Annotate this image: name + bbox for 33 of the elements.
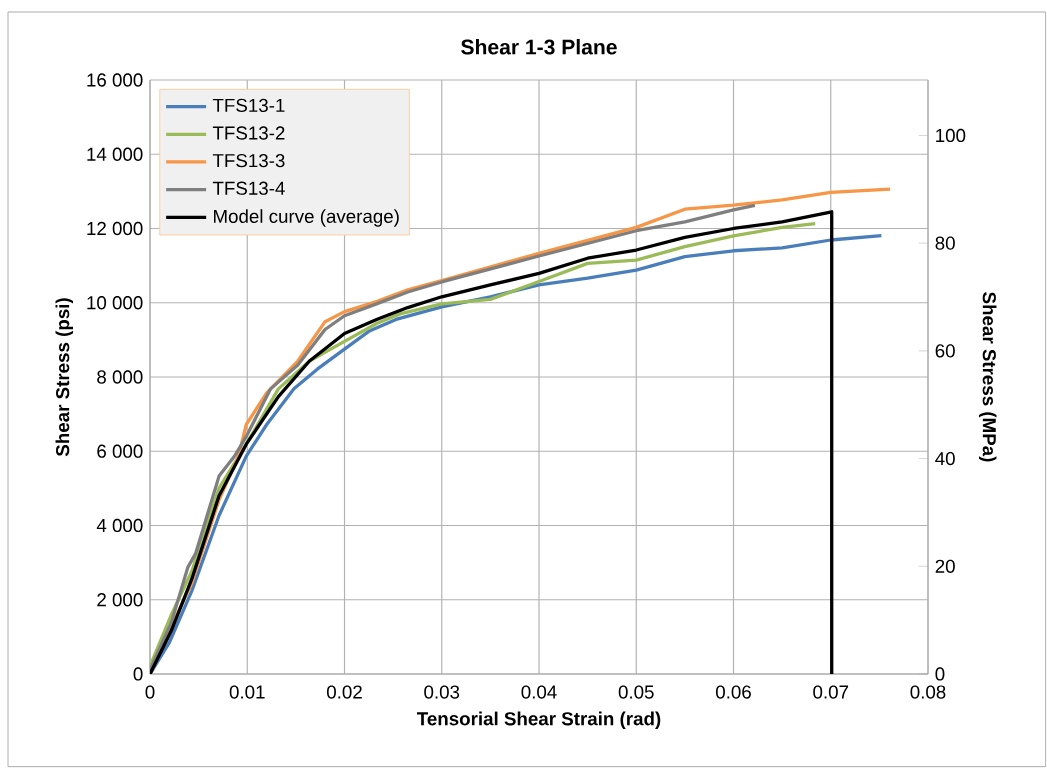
- chart-title: Shear 1-3 Plane: [461, 39, 617, 55]
- y2-tick-label: 80: [935, 236, 955, 250]
- legend-label: TFS13-2: [212, 126, 285, 140]
- x-tick-label: 0.06: [716, 685, 751, 699]
- x-tick-label: 0.01: [229, 685, 265, 699]
- x-tick-label: 0.02: [327, 685, 362, 699]
- y2-tick-label: 40: [935, 451, 955, 466]
- y-tick-label: 10 000: [87, 296, 143, 310]
- x-tick-label: 0.05: [618, 685, 654, 699]
- x-tick-label: 0.08: [910, 685, 946, 699]
- y-tick-label: 2 000: [97, 593, 143, 607]
- y-axis-title: Shear Stress (psi): [55, 298, 73, 457]
- legend-label: TFS13-1: [212, 98, 285, 113]
- legend-label: Model curve (average): [214, 209, 399, 227]
- x-tick-label: 0.03: [424, 685, 460, 699]
- x-tick-label: 0.04: [521, 685, 557, 699]
- y2-tick-label: 20: [935, 559, 955, 573]
- y2-tick-label: 100: [936, 128, 966, 143]
- y-tick-label: 8 000: [97, 370, 143, 384]
- y2-tick-label: 60: [935, 344, 955, 358]
- y-tick-label: 16 000: [87, 73, 143, 87]
- y-tick-label: 0: [133, 667, 143, 681]
- y2-axis-title: Shear Stress (MPa): [978, 292, 997, 462]
- y2-tick-label: 0: [935, 667, 945, 681]
- y-tick-label: 4 000: [96, 518, 143, 533]
- y-tick-label: 14 000: [87, 147, 143, 161]
- y-tick-label: 12 000: [87, 221, 143, 236]
- x-tick-label: 0.07: [813, 685, 849, 699]
- x-tick-label: 0: [145, 685, 155, 699]
- legend-label: TFS13-3: [212, 153, 285, 168]
- y-tick-label: 6 000: [97, 444, 143, 458]
- x-axis-title: Tensorial Shear Strain (rad): [417, 711, 661, 730]
- legend-label: TFS13-4: [212, 181, 285, 195]
